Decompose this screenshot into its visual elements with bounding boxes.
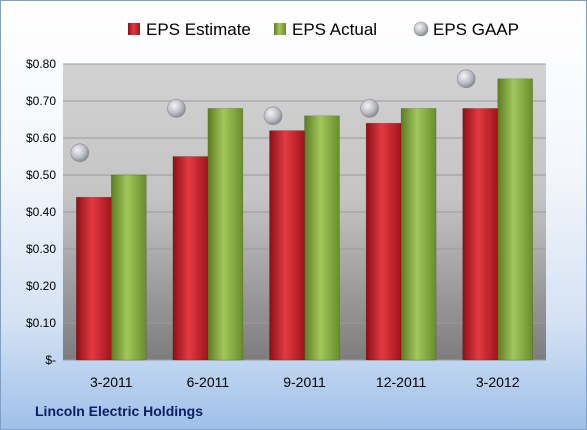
y-tick-label: $- (45, 353, 56, 367)
legend-label-eps-estimate: EPS Estimate (146, 20, 251, 39)
x-tick-label: 9-2011 (283, 374, 326, 390)
legend-swatch-eps-estimate (128, 23, 140, 35)
bar-eps-estimate (172, 156, 209, 361)
x-tick-label: 6-2011 (187, 374, 230, 390)
y-tick-label: $0.50 (26, 168, 56, 182)
y-tick-label: $0.80 (26, 57, 56, 71)
x-tick-label: 3-2011 (90, 374, 133, 390)
marker-eps-gaap (70, 143, 90, 163)
bars (76, 78, 533, 361)
y-tick-label: $0.40 (26, 205, 56, 219)
x-tick-label: 12-2011 (376, 374, 427, 390)
bar-eps-actual (111, 174, 147, 361)
y-tick-label: $0.20 (26, 279, 56, 293)
legend-swatch-eps-actual (274, 23, 286, 35)
bar-eps-actual (207, 108, 244, 361)
marker-eps-gaap (263, 106, 283, 126)
y-tick-label: $0.30 (26, 242, 56, 256)
bar-eps-estimate (365, 122, 402, 361)
marker-eps-gaap (360, 99, 379, 118)
gaap-markers (70, 69, 476, 163)
y-tick-label: $0.10 (26, 316, 56, 330)
legend: EPS Estimate EPS Actual EPS GAAP (128, 20, 519, 39)
marker-eps-gaap (167, 99, 186, 118)
bar-eps-estimate (269, 130, 305, 361)
legend-label-eps-gaap: EPS GAAP (433, 20, 519, 39)
bar-eps-estimate (76, 196, 112, 361)
x-axis-ticks: 3-2011 6-2011 9-2011 12-2011 3-2012 (90, 374, 520, 390)
company-name: Lincoln Electric Holdings (35, 403, 204, 419)
legend-label-eps-actual: EPS Actual (292, 20, 377, 39)
legend-swatch-eps-gaap (413, 21, 429, 37)
y-tick-label: $0.70 (26, 94, 56, 108)
y-axis-ticks: $- $0.10 $0.20 $0.30 $0.40 $0.50 $0.60 $0.70 $0.… (26, 57, 56, 367)
bar-eps-actual (400, 108, 437, 361)
marker-eps-gaap (456, 69, 476, 89)
bar-eps-actual (497, 78, 533, 361)
x-tick-label: 3-2012 (476, 374, 520, 390)
bar-eps-estimate (462, 108, 498, 361)
bar-eps-actual (304, 115, 340, 361)
y-tick-label: $0.60 (26, 131, 56, 145)
